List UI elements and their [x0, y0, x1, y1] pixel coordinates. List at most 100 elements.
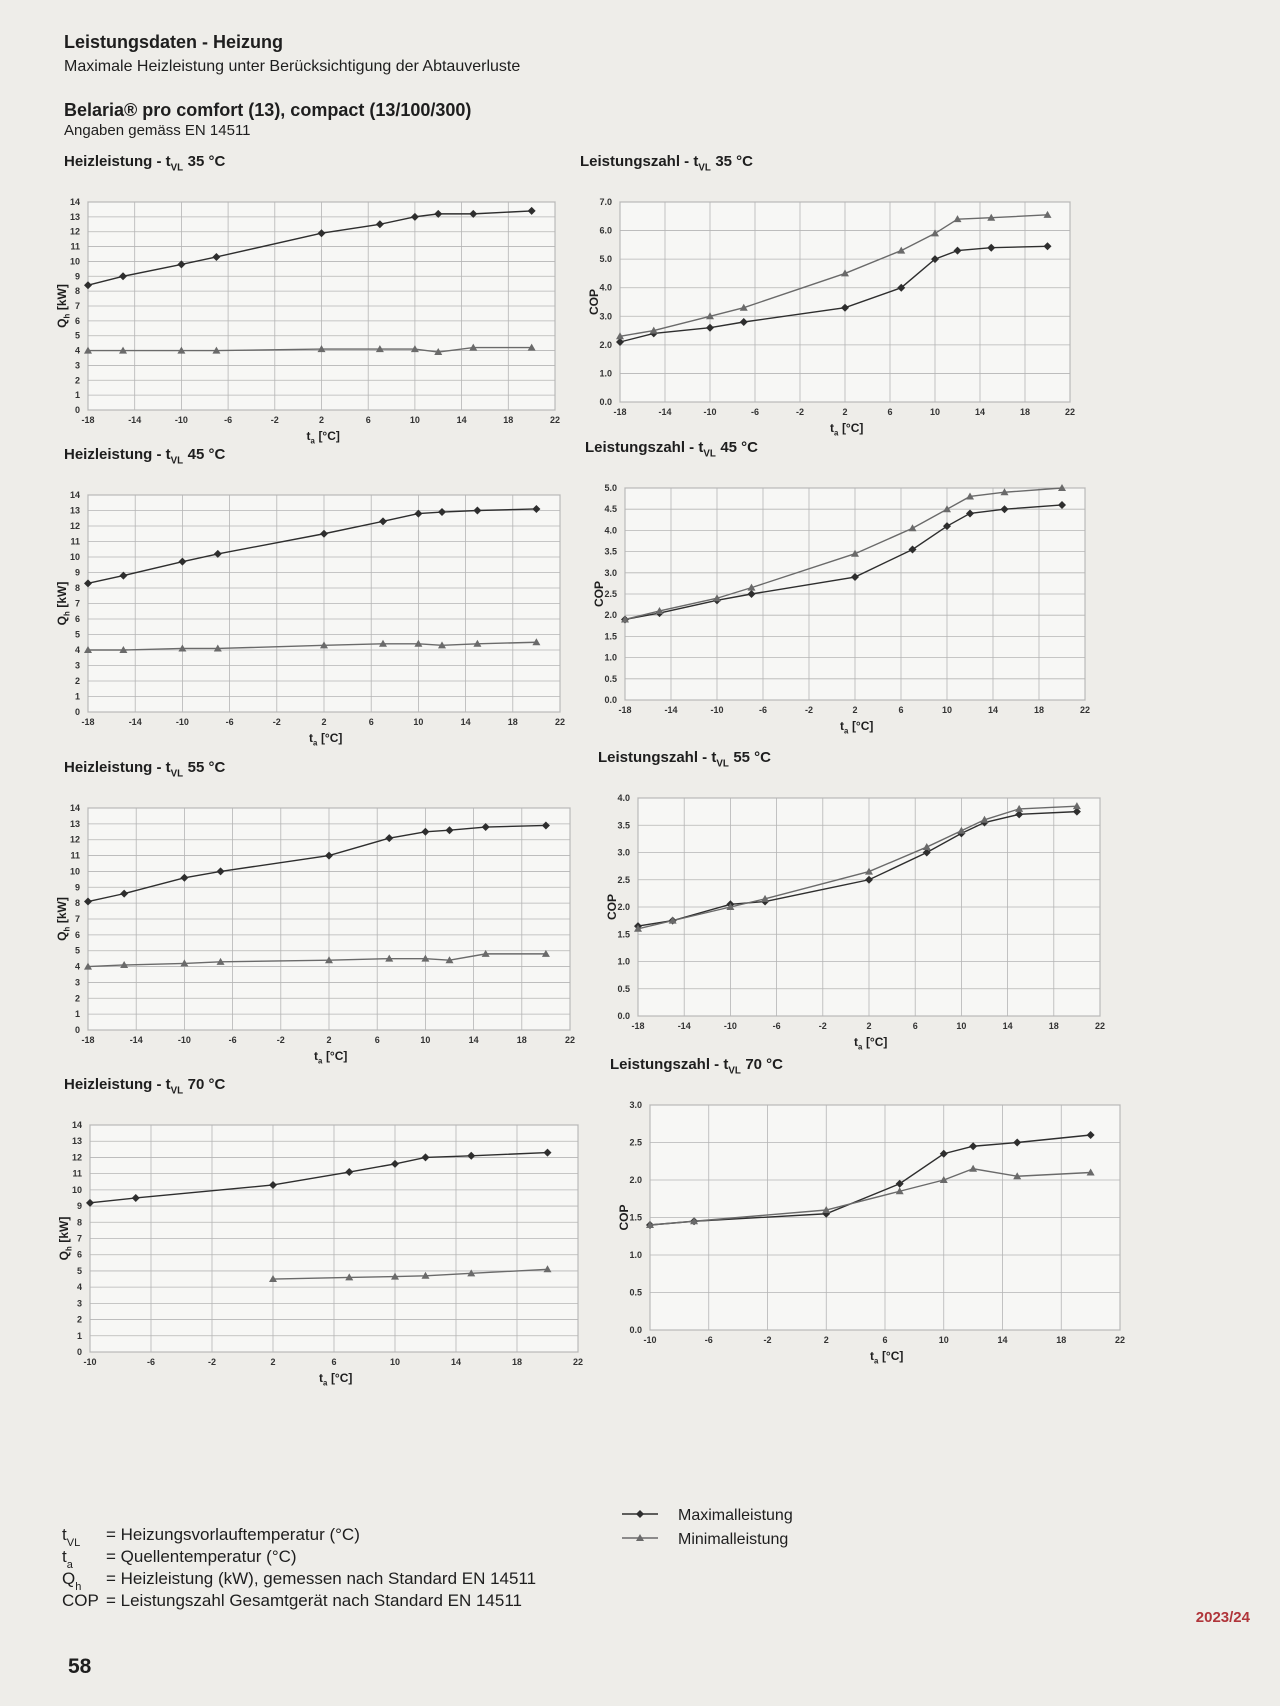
y-tick-label: 4.5 — [604, 504, 617, 514]
triangle-marker — [1086, 1168, 1095, 1176]
diamond-marker — [177, 260, 186, 269]
x-tick-label: 6 — [913, 1021, 918, 1031]
chart: Leistungszahl - tVL 35 °C 0.0 1.0 2.0 3.0 4.0 5… — [580, 153, 1075, 438]
diamond-marker — [481, 823, 490, 832]
chart-title-main: Heizleistung - t — [64, 446, 171, 463]
y-axis-label: COP — [592, 581, 606, 607]
triangle-marker — [1013, 1172, 1022, 1180]
x-tick-label: -14 — [128, 415, 141, 425]
series-line — [87, 953, 546, 968]
triangle-marker — [178, 644, 187, 652]
footnote-symbol-sub: h — [75, 1581, 81, 1593]
footnote-symbol-sub: a — [67, 1559, 74, 1571]
diamond-marker — [414, 509, 423, 518]
x-tick-label: 22 — [1115, 1335, 1125, 1345]
triangle-marker — [822, 1206, 831, 1213]
y-tick-label: 9 — [77, 1201, 82, 1211]
x-tick-label: 2 — [842, 407, 847, 417]
triangle-marker — [212, 346, 221, 354]
x-tick-label: 14 — [451, 1357, 461, 1367]
y-tick-label: 0.5 — [629, 1288, 642, 1298]
y-tick-label: 1.0 — [604, 653, 617, 663]
x-tick-label: 14 — [988, 705, 998, 715]
chart-title: Heizleistung - tVL 70 °C — [64, 1076, 225, 1097]
chart-title-sub: VL — [698, 163, 711, 174]
x-tick-label: 18 — [512, 1357, 522, 1367]
y-tick-label: 3.0 — [599, 311, 612, 321]
x-tick-label: 10 — [410, 415, 420, 425]
diamond-marker — [178, 557, 187, 566]
x-tick-label: 2 — [852, 705, 857, 715]
diamond-marker — [434, 209, 443, 218]
footnote-symbol-sub: VL — [67, 1537, 80, 1549]
footnote-symbol-main: t — [62, 1547, 67, 1566]
y-tick-label: 1 — [77, 1331, 82, 1341]
x-tick-label: -10 — [175, 415, 188, 425]
x-tick-label: -14 — [664, 705, 677, 715]
series-line — [87, 508, 537, 585]
y-tick-label: 0.5 — [617, 984, 630, 994]
y-tick-label: 11 — [70, 242, 80, 252]
y-tick-label: 10 — [72, 1185, 82, 1195]
footnote-symbol-main: Q — [62, 1569, 75, 1588]
triangle-marker — [636, 1534, 644, 1541]
footnote-symbol: Qh — [62, 1569, 81, 1593]
y-tick-label: 9 — [75, 882, 80, 892]
chart: Leistungszahl - tVL 70 °C 0.0 0.5 1.0 1.5 2.0 2… — [610, 1056, 1125, 1366]
y-axis-label-main: COP — [605, 894, 619, 920]
diamond-marker — [438, 508, 446, 517]
diamond-marker — [473, 506, 482, 515]
y-tick-label: 13 — [70, 506, 80, 516]
x-tick-label: 18 — [517, 1035, 527, 1045]
x-tick-label: -14 — [130, 1035, 143, 1045]
y-tick-label: 12 — [72, 1152, 82, 1162]
y-axis-label-sub: h — [65, 1246, 74, 1251]
diamond-marker — [865, 875, 873, 884]
x-tick-label: -2 — [271, 415, 279, 425]
chart-title: Leistungszahl - tVL 55 °C — [598, 749, 771, 770]
triangle-marker — [120, 960, 129, 968]
triangle-marker — [922, 843, 931, 851]
x-axis-label-main: t — [319, 1371, 323, 1385]
chart-title-main: Leistungszahl - t — [610, 1056, 728, 1073]
y-tick-label: 7 — [75, 599, 80, 609]
diamond-marker — [410, 212, 419, 221]
y-tick-label: 9 — [75, 568, 80, 578]
y-tick-label: 6 — [75, 316, 80, 326]
y-tick-label: 3 — [75, 360, 80, 370]
chart-title-main: Heizleistung - t — [64, 1076, 171, 1093]
diamond-marker — [84, 897, 92, 906]
y-axis-label-rest: [kW] — [55, 284, 69, 310]
x-tick-label: 18 — [1049, 1021, 1059, 1031]
triangle-marker — [939, 1176, 948, 1183]
x-tick-label: 2 — [824, 1335, 829, 1345]
y-tick-label: 13 — [72, 1136, 82, 1146]
x-tick-label: -18 — [618, 705, 631, 715]
x-tick-label: 2 — [326, 1035, 331, 1045]
triangle-marker — [527, 343, 536, 351]
series-line — [624, 487, 1063, 621]
triangle-marker — [541, 949, 550, 957]
triangle-marker — [177, 346, 186, 354]
x-axis-label-rest: [°C] — [866, 1035, 887, 1049]
x-tick-label: 22 — [565, 1035, 575, 1045]
triangle-marker — [706, 312, 714, 320]
diamond-marker — [636, 1510, 644, 1518]
x-tick-label: 2 — [321, 717, 326, 727]
diamond-marker — [616, 338, 624, 346]
x-tick-label: -18 — [613, 407, 626, 417]
triangle-marker — [473, 639, 482, 647]
x-tick-label: -14 — [658, 407, 671, 417]
x-tick-label: -10 — [83, 1357, 96, 1367]
triangle-marker — [410, 345, 419, 353]
y-tick-label: 3.0 — [617, 848, 630, 858]
x-axis-label-rest: [°C] — [842, 421, 863, 435]
x-axis-label-rest: [°C] — [882, 1349, 903, 1363]
triangle-marker — [1000, 488, 1009, 496]
y-tick-label: 11 — [70, 537, 80, 547]
triangle-marker — [467, 1269, 476, 1277]
diamond-marker — [86, 1198, 94, 1207]
x-axis-label-rest: [°C] — [852, 719, 873, 733]
diamond-marker — [212, 252, 221, 261]
y-axis-label: COP — [617, 1204, 631, 1230]
